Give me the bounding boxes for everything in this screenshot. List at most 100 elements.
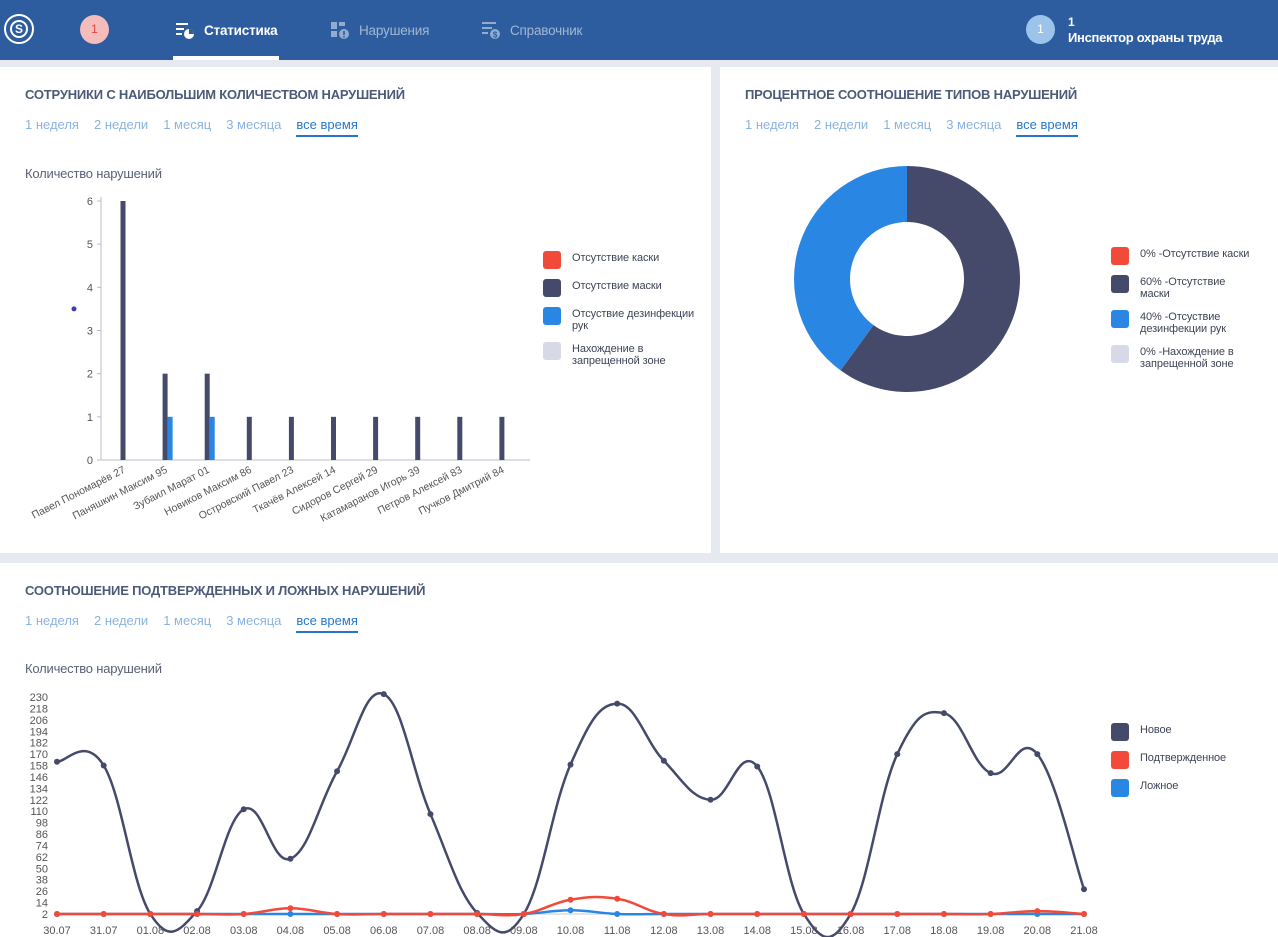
- y-tick-label: 182: [30, 738, 48, 750]
- legend-swatch: [543, 251, 561, 269]
- x-tick-label: 31.07: [90, 925, 118, 937]
- logo-icon[interactable]: S: [4, 14, 34, 44]
- legend-item-zone[interactable]: Нахождение в запрещенной зоне: [543, 342, 702, 367]
- y-tick-label: 6: [87, 196, 93, 208]
- bar: [246, 416, 252, 460]
- period-tab-3-months[interactable]: 3 месяца: [946, 117, 1002, 132]
- period-tab-all-time[interactable]: все время: [296, 117, 358, 137]
- svg-text:$: $: [493, 31, 498, 40]
- y-tick-label: 2: [87, 369, 93, 381]
- legend-item-mask[interactable]: 60% -Отсутствие маски: [1111, 275, 1260, 300]
- x-tick-label: 09.08: [510, 925, 538, 937]
- x-tick-label: 19.08: [977, 925, 1005, 937]
- data-point: [567, 907, 574, 914]
- data-point: [100, 911, 107, 917]
- legend-label: Отсуствие дезинфекции рук: [572, 308, 695, 332]
- nav-tab-violations-label: Нарушения: [359, 22, 430, 38]
- data-point: [894, 911, 901, 917]
- x-tick-label: 18.08: [930, 925, 958, 937]
- violations-line-chart: 2142638506274869811012213414615817018219…: [30, 691, 1098, 937]
- data-point: [894, 751, 901, 758]
- legend-swatch: [543, 279, 561, 297]
- line-chart-legend: Новое Подтвержденное Ложное: [1111, 723, 1240, 807]
- legend-label: 0% -Отсутствие каски: [1140, 248, 1250, 260]
- x-tick-label: 01.08: [137, 925, 165, 937]
- data-point: [100, 762, 107, 769]
- period-tab-1-week[interactable]: 1 неделя: [25, 613, 79, 628]
- data-point: [380, 691, 387, 698]
- period-tab-all-time[interactable]: все время: [296, 613, 358, 633]
- legend-item-helmet[interactable]: 0% -Отсутствие каски: [1111, 247, 1260, 265]
- period-tab-1-week[interactable]: 1 неделя: [25, 117, 79, 132]
- data-point: [614, 700, 621, 707]
- legend-item-false[interactable]: Ложное: [1111, 779, 1240, 797]
- legend-label: 0% -Нахождение в запрещенной зоне: [1140, 346, 1234, 370]
- stray-data-point: [71, 306, 77, 312]
- legend-item-new[interactable]: Новое: [1111, 723, 1240, 741]
- legend-item-disinfection[interactable]: Отсуствие дезинфекции рук: [543, 307, 702, 332]
- x-tick-label: 02.08: [183, 925, 211, 937]
- bar: [162, 373, 168, 460]
- legend-swatch: [1111, 275, 1129, 293]
- y-tick-label: 230: [30, 692, 48, 704]
- y-tick-label: 194: [30, 726, 48, 738]
- reference-icon: $: [482, 22, 500, 40]
- legend-item-zone[interactable]: 0% -Нахождение в запрещенной зоне: [1111, 345, 1260, 370]
- legend-label: Ложное: [1140, 780, 1179, 792]
- data-point: [614, 895, 621, 902]
- period-tab-2-weeks[interactable]: 2 недели: [93, 117, 149, 132]
- y-tick-label: 50: [36, 863, 48, 875]
- data-point: [800, 911, 807, 917]
- x-tick-label: 17.08: [884, 925, 912, 937]
- period-tab-1-week[interactable]: 1 неделя: [745, 117, 799, 132]
- period-tab-3-months[interactable]: 3 месяца: [226, 613, 282, 628]
- y-tick-label: 122: [30, 795, 48, 807]
- y-tick-label: 158: [30, 761, 48, 773]
- bar: [209, 416, 215, 460]
- period-tabs: 1 неделя 2 недели 1 месяц 3 месяца все в…: [25, 613, 358, 633]
- bar: [288, 416, 294, 460]
- x-tick-label: 03.08: [230, 925, 258, 937]
- user-role[interactable]: Инспектор охраны труда: [1068, 30, 1223, 45]
- y-tick-label: 62: [36, 852, 48, 864]
- violation-types-panel: ПРОЦЕНТНОЕ СООТНОШЕНИЕ ТИПОВ НАРУШЕНИЙ 1…: [720, 67, 1278, 553]
- period-tab-1-month[interactable]: 1 месяц: [163, 117, 212, 132]
- period-tab-1-month[interactable]: 1 месяц: [163, 613, 212, 628]
- panel-title: СОТРУНИКИ С НАИБОЛЬШИМ КОЛИЧЕСТВОМ НАРУШ…: [25, 87, 405, 102]
- x-tick-label: 05.08: [323, 925, 351, 937]
- bar: [331, 416, 336, 460]
- nav-tab-reference[interactable]: $ Справочник: [481, 0, 582, 60]
- nav-tab-statistics-label: Статистика: [204, 22, 278, 38]
- y-tick-label: 26: [36, 886, 48, 898]
- data-point: [147, 911, 154, 917]
- period-tab-3-months[interactable]: 3 месяца: [226, 117, 282, 132]
- user-avatar[interactable]: 1: [1026, 15, 1055, 44]
- period-tab-all-time[interactable]: все время: [1016, 117, 1078, 137]
- y-tick-label: 0: [87, 455, 93, 467]
- bar: [415, 416, 421, 460]
- y-tick-label: 14: [36, 898, 48, 910]
- legend-swatch: [1111, 310, 1129, 328]
- period-tab-2-weeks[interactable]: 2 недели: [93, 613, 149, 628]
- legend-item-helmet[interactable]: Отсутствие каски: [543, 251, 702, 269]
- donut-chart-legend: 0% -Отсутствие каски 60% -Отсутствие мас…: [1111, 247, 1260, 380]
- data-point: [474, 911, 481, 917]
- y-tick-label: 2: [42, 909, 48, 921]
- legend-item-confirmed[interactable]: Подтвержденное: [1111, 751, 1240, 769]
- data-point: [614, 911, 621, 917]
- legend-item-mask[interactable]: Отсутствие маски: [543, 279, 702, 297]
- data-point: [940, 710, 947, 717]
- y-axis-title: Количество нарушений: [25, 166, 162, 181]
- data-point: [660, 757, 667, 764]
- nav-tab-violations[interactable]: Нарушения: [330, 0, 429, 60]
- notification-badge[interactable]: 1: [80, 15, 109, 44]
- data-point: [1034, 908, 1041, 915]
- period-tabs: 1 неделя 2 недели 1 месяц 3 месяца все в…: [25, 117, 358, 137]
- data-point: [240, 806, 247, 813]
- data-point: [707, 796, 714, 803]
- period-tab-2-weeks[interactable]: 2 недели: [813, 117, 869, 132]
- nav-tab-statistics[interactable]: Статистика: [172, 0, 280, 60]
- data-point: [660, 911, 667, 917]
- period-tab-1-month[interactable]: 1 месяц: [883, 117, 932, 132]
- legend-item-disinfection[interactable]: 40% -Отсуствие дезинфекции рук: [1111, 310, 1260, 335]
